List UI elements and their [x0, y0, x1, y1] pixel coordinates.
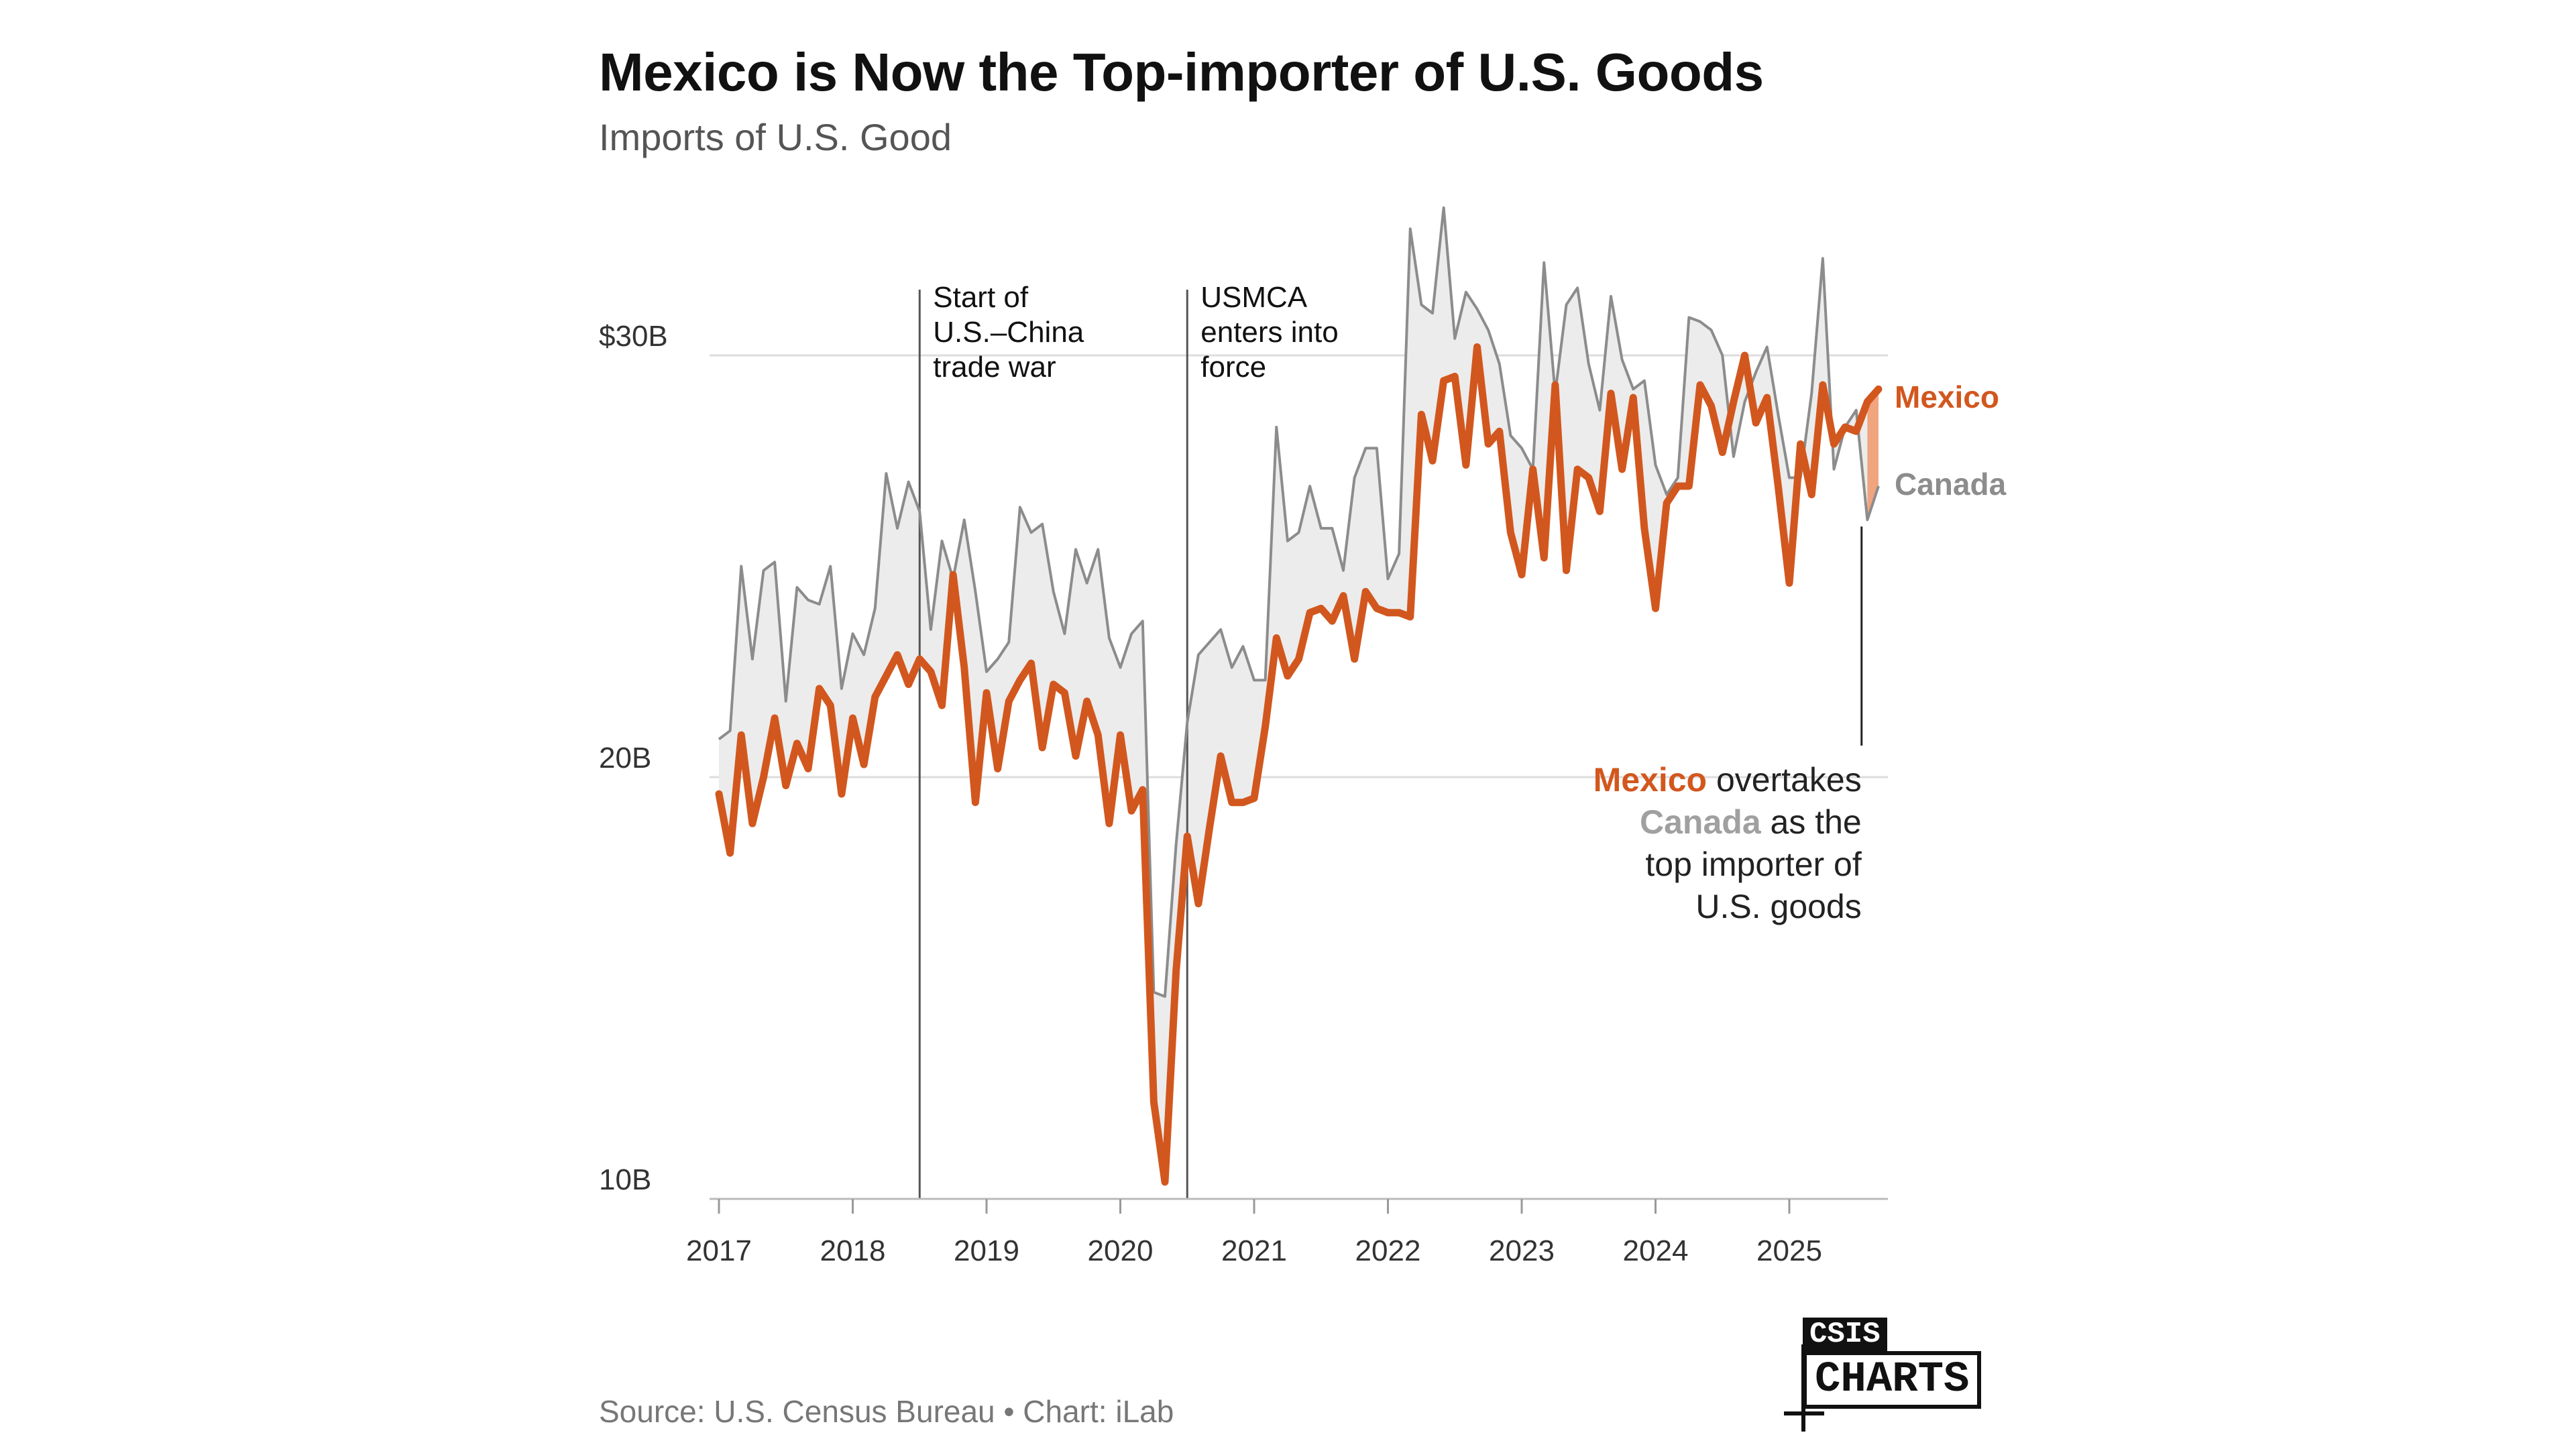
series-labels: Mexico Canada [1895, 380, 2007, 502]
axes: 10B 20B $30B 2017 2018 2019 2020 2021 2022 2023 20… [599, 320, 1888, 1267]
event-label: Start of [933, 281, 1029, 314]
mexico-series-label: Mexico [1895, 380, 1999, 414]
canada-lead-area [719, 207, 1868, 1182]
y-tick-label: $30B [599, 320, 668, 353]
event-label: force [1200, 351, 1266, 384]
gap-fill [719, 207, 1879, 1182]
event-label: enters into [1200, 316, 1338, 349]
csis-charts-logo: CSIS CHARTS [1784, 1318, 2012, 1432]
x-tick-label: 2023 [1489, 1234, 1555, 1267]
chart-title: Mexico is Now the Top-importer of U.S. G… [599, 42, 1764, 102]
overtake-callout: Mexico overtakes Canada as the top importe… [1593, 526, 1863, 925]
chart-subtitle: Imports of U.S. Good [599, 116, 952, 158]
x-tick-label: 2020 [1088, 1234, 1154, 1267]
x-tick-label: 2021 [1221, 1234, 1287, 1267]
series-lines [715, 206, 1883, 1186]
mexico-lead-area [1867, 389, 1879, 520]
source-note: Source: U.S. Census Bureau • Chart: iLab [599, 1394, 1174, 1429]
callout-line-1: Mexico overtakes [1593, 761, 1862, 799]
mexico-line [715, 343, 1883, 1186]
canada-series-label: Canada [1895, 467, 2007, 502]
y-tick-label: 10B [599, 1163, 651, 1196]
logo-crosshair-horizontal [1784, 1411, 1824, 1415]
x-tick-label: 2025 [1756, 1234, 1822, 1267]
logo-top-text: CSIS [1803, 1318, 1887, 1351]
canada-line [718, 206, 1880, 998]
x-tick-label: 2018 [820, 1234, 886, 1267]
event-label: trade war [933, 351, 1056, 384]
x-tick-label: 2024 [1623, 1234, 1689, 1267]
callout-line-4: U.S. goods [1695, 888, 1861, 925]
event-label: U.S.–China [933, 316, 1084, 349]
x-tick-label: 2022 [1355, 1234, 1421, 1267]
logo-bottom-text: CHARTS [1803, 1351, 1982, 1409]
callout-line-2: Canada as the [1640, 803, 1862, 841]
x-tick-label: 2017 [686, 1234, 752, 1267]
event-label: USMCA [1200, 281, 1308, 314]
x-tick-label: 2019 [954, 1234, 1019, 1267]
y-tick-label: 20B [599, 742, 651, 774]
callout-line-3: top importer of [1645, 846, 1861, 883]
